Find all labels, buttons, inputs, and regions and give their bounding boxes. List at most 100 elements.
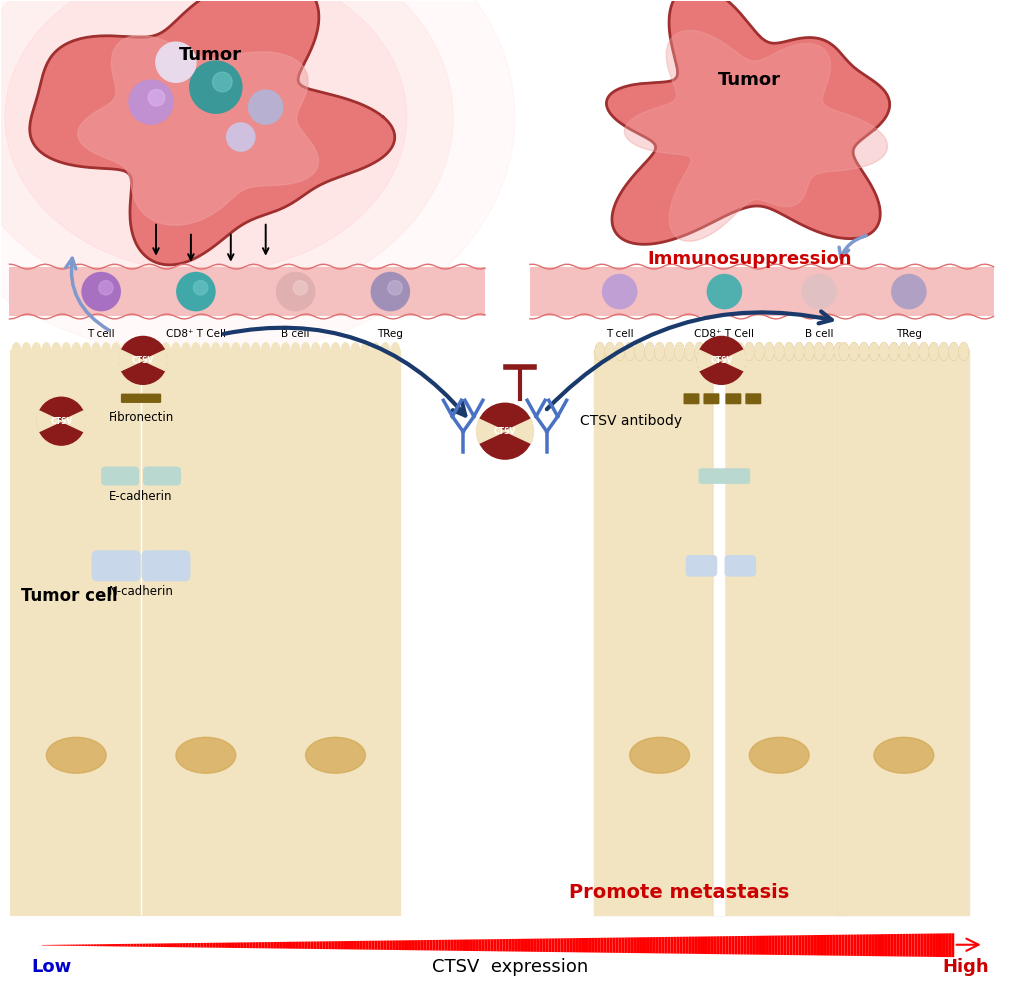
Ellipse shape [72,343,81,360]
Ellipse shape [625,343,633,360]
FancyBboxPatch shape [121,393,161,403]
Polygon shape [30,0,394,265]
Ellipse shape [52,343,60,360]
Ellipse shape [949,343,957,360]
FancyBboxPatch shape [699,469,725,483]
Bar [713,351,844,915]
Ellipse shape [635,343,643,360]
Circle shape [119,336,167,385]
Text: Immunosuppression: Immunosuppression [646,249,851,267]
Text: T cell: T cell [88,329,115,339]
Ellipse shape [889,343,898,360]
Circle shape [226,123,255,151]
FancyArrowPatch shape [839,236,865,258]
Wedge shape [143,350,167,371]
Ellipse shape [675,343,683,360]
Ellipse shape [938,343,947,360]
Bar [9,266,485,317]
FancyBboxPatch shape [683,393,699,404]
Ellipse shape [714,343,722,360]
FancyBboxPatch shape [722,469,749,483]
Ellipse shape [12,343,20,360]
Ellipse shape [605,343,613,360]
FancyArrowPatch shape [66,258,109,330]
Circle shape [176,272,215,311]
Circle shape [276,272,314,311]
FancyBboxPatch shape [144,467,179,484]
Ellipse shape [645,343,653,360]
FancyBboxPatch shape [686,556,715,576]
Circle shape [477,403,532,459]
Ellipse shape [859,343,867,360]
Ellipse shape [834,343,843,360]
Ellipse shape [873,738,932,773]
Ellipse shape [231,343,239,360]
Ellipse shape [46,738,106,773]
Ellipse shape [211,343,220,360]
Ellipse shape [162,343,170,360]
Wedge shape [720,350,745,371]
Text: Tumor cell: Tumor cell [21,587,118,604]
Ellipse shape [704,343,713,360]
Ellipse shape [744,343,753,360]
Ellipse shape [390,343,399,360]
Ellipse shape [735,343,743,360]
Ellipse shape [112,343,120,360]
Ellipse shape [202,343,210,360]
Bar [270,351,399,915]
Ellipse shape [919,343,927,360]
Ellipse shape [714,343,722,360]
Ellipse shape [82,343,91,360]
Ellipse shape [764,343,772,360]
FancyBboxPatch shape [745,393,760,404]
Bar [11,351,141,915]
Ellipse shape [171,343,180,360]
FancyBboxPatch shape [93,551,140,580]
Wedge shape [118,350,143,371]
Polygon shape [606,0,889,245]
Circle shape [371,272,409,311]
Ellipse shape [121,343,130,360]
Ellipse shape [899,343,907,360]
Bar [713,351,844,915]
Ellipse shape [704,343,713,360]
Ellipse shape [928,343,937,360]
Ellipse shape [764,343,772,360]
Ellipse shape [714,343,722,360]
Ellipse shape [714,343,722,360]
Ellipse shape [685,343,693,360]
Text: CTSV: CTSV [709,356,732,365]
Ellipse shape [629,738,689,773]
Bar [594,351,723,915]
Ellipse shape [0,0,515,356]
Ellipse shape [938,343,947,360]
Text: E-cadherin: E-cadherin [109,490,172,503]
Ellipse shape [291,343,300,360]
Ellipse shape [804,343,812,360]
Ellipse shape [675,343,683,360]
Text: CTSV: CTSV [50,417,72,426]
Wedge shape [696,350,720,371]
Wedge shape [61,411,86,432]
Ellipse shape [5,0,407,272]
Ellipse shape [361,343,369,360]
Ellipse shape [839,343,848,360]
Ellipse shape [685,343,693,360]
Ellipse shape [321,343,329,360]
Ellipse shape [0,0,452,309]
Ellipse shape [131,343,141,360]
Text: CTSV antibody: CTSV antibody [579,414,682,428]
Ellipse shape [754,343,763,360]
Ellipse shape [949,343,957,360]
Bar [839,351,968,915]
Ellipse shape [814,343,822,360]
FancyArrowPatch shape [223,327,465,415]
Ellipse shape [754,343,763,360]
Ellipse shape [919,343,927,360]
Ellipse shape [654,343,663,360]
Text: High: High [942,957,987,976]
Ellipse shape [252,343,260,360]
Ellipse shape [175,738,235,773]
Ellipse shape [102,343,110,360]
Ellipse shape [834,343,843,360]
